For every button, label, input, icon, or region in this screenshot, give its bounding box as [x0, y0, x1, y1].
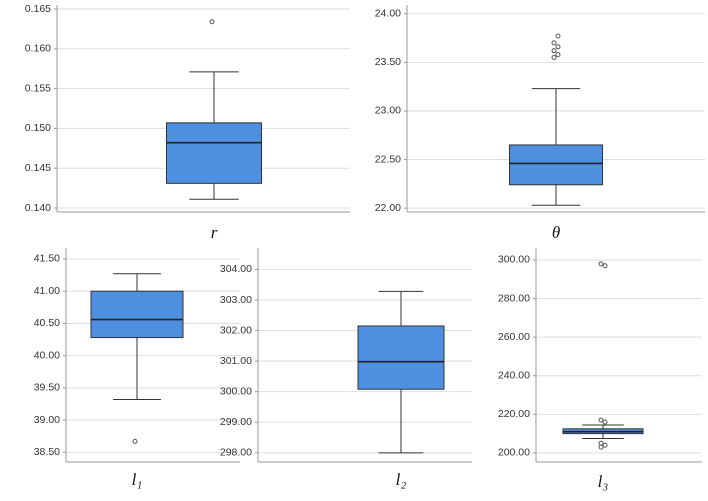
box — [90, 290, 184, 339]
y-tick-label: 23.50 — [375, 56, 401, 68]
y-tick-label: 22.00 — [375, 202, 401, 214]
box — [357, 325, 445, 390]
box — [166, 122, 262, 184]
y-tick-label: 200.00 — [498, 447, 530, 459]
y-tick-label: 39.00 — [34, 414, 60, 426]
outlier — [132, 438, 138, 444]
y-tick-label: 303.00 — [220, 294, 252, 306]
y-tick-label: 40.50 — [34, 317, 60, 329]
y-tick-label: 40.00 — [34, 349, 60, 361]
y-tick-label: 24.00 — [375, 8, 401, 20]
outlier — [551, 54, 557, 60]
x-axis-label: l₃ — [598, 472, 609, 491]
outlier — [598, 261, 604, 267]
y-tick-label: 41.00 — [34, 285, 60, 297]
y-tick-label: 38.50 — [34, 446, 60, 458]
outlier — [551, 40, 557, 46]
y-tick-label: 300.00 — [220, 385, 252, 397]
y-tick-label: 41.50 — [34, 253, 60, 265]
x-axis-label: l₂ — [396, 470, 407, 489]
y-tick-label: 0.155 — [25, 82, 51, 94]
outlier — [602, 442, 608, 448]
y-tick-label: 302.00 — [220, 324, 252, 336]
y-tick-label: 299.00 — [220, 416, 252, 428]
y-tick-label: 39.50 — [34, 382, 60, 394]
y-tick-label: 240.00 — [498, 370, 530, 382]
outlier — [602, 263, 608, 269]
outlier — [551, 48, 557, 54]
y-tick-label: 304.00 — [220, 263, 252, 275]
y-tick-label: 280.00 — [498, 292, 530, 304]
outlier — [209, 19, 215, 25]
outlier — [555, 33, 561, 39]
y-tick-label: 300.00 — [498, 254, 530, 266]
outlier — [555, 52, 561, 58]
outlier — [598, 417, 604, 423]
y-tick-label: 301.00 — [220, 355, 252, 367]
outlier — [598, 440, 604, 446]
y-tick-label: 0.150 — [25, 122, 51, 134]
y-tick-label: 0.165 — [25, 3, 51, 15]
outlier — [555, 44, 561, 50]
box — [509, 144, 603, 186]
x-axis-label: l₁ — [132, 470, 143, 489]
y-tick-label: 220.00 — [498, 408, 530, 420]
y-tick-label: 22.50 — [375, 153, 401, 165]
outlier — [602, 419, 608, 425]
x-axis-label: r — [211, 223, 218, 242]
y-tick-label: 0.160 — [25, 43, 51, 55]
y-tick-label: 0.145 — [25, 162, 51, 174]
y-tick-label: 260.00 — [498, 331, 530, 343]
y-tick-label: 23.00 — [375, 105, 401, 117]
x-axis-label: θ — [552, 223, 560, 242]
y-tick-label: 0.140 — [25, 202, 51, 214]
y-tick-label: 298.00 — [220, 447, 252, 459]
